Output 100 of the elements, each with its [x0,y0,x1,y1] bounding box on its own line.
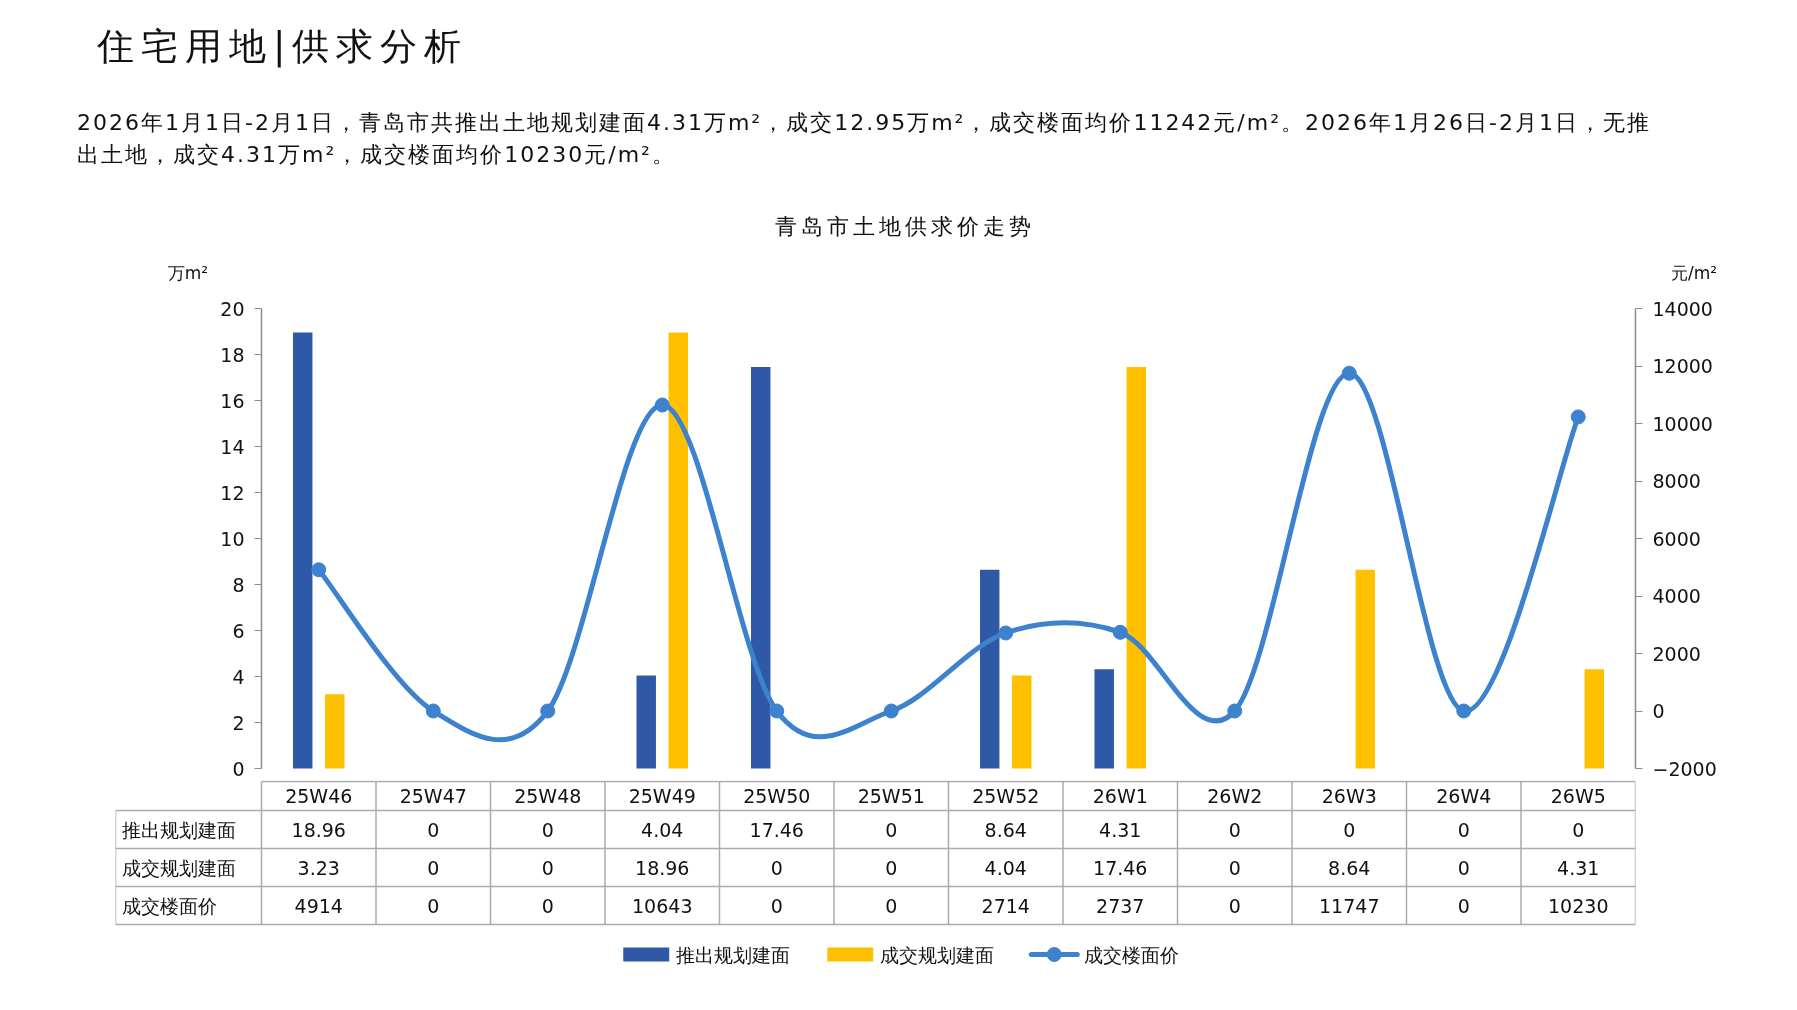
data-label: 4.04 [984,856,1027,879]
data-label: 4914 [294,894,343,917]
data-label: 0 [541,818,554,841]
text: 住宅用地|供求分析 [96,24,469,70]
x-tick-label: 26W1 [1092,785,1148,807]
chart-title: 青岛市土地供求价走势 [775,213,1035,242]
data-label: 10643 [632,894,693,917]
y2-tick-label: 6000 [1652,527,1701,550]
point [425,703,441,719]
x-tick-label: 26W3 [1321,785,1377,807]
data-label: 10230 [1548,894,1609,917]
bar [668,332,689,769]
data-label: 18.96 [291,818,346,841]
text: 2026年1月1日-2月1日，青岛市共推出土地规划建面4.31万m²，成交12.95万m²，成交楼面均价11242元/m²。2026年1月26日-2月1日，无推出土地，成交4.31万m²，成交楼面均价10230元/m²。 [76,109,1652,169]
bar [325,694,345,769]
data-label: 0 [885,818,898,841]
data-label: 8.64 [1328,856,1371,879]
point [1227,703,1243,719]
point [1341,365,1357,381]
text: 推出规划建面 [122,818,237,841]
y2-tick-label: 0 [1652,700,1665,722]
data-label: 4.31 [1099,818,1142,841]
x-tick-label: 26W5 [1550,785,1606,807]
y2-axis-title: 元/m² [1670,261,1718,285]
data-label: 0 [1343,818,1356,841]
x-tick-label: 25W48 [514,785,582,807]
point [1456,703,1472,719]
legend-label: 推出规划建面 [676,943,791,966]
bar [1126,366,1147,769]
data-label: 0 [1228,856,1241,879]
bar [979,569,1000,769]
bar [292,332,313,769]
y2-tick-label: 8000 [1652,470,1701,492]
point [311,562,327,578]
bar [636,675,656,769]
x-tick-label: 25W52 [972,785,1040,807]
bar [750,366,771,769]
y-tick-label: 12 [220,481,245,504]
data-label: 0 [1457,894,1470,917]
point [654,397,670,413]
y-tick-label: 4 [232,665,245,688]
x-tick-label: 26W4 [1436,785,1492,807]
y-tick-label: 6 [232,619,245,642]
data-label: 4.04 [641,818,684,841]
data-label: 11747 [1319,894,1380,917]
bar [1012,675,1032,769]
data-label: 0 [541,894,554,917]
data-label: 0 [1457,856,1470,879]
data-label: 0 [427,818,440,841]
point [769,703,785,719]
data-label: 0 [770,894,783,917]
x-tick-label: 25W46 [285,785,353,807]
data-label: 0 [1228,818,1241,841]
data-label: 0 [427,894,440,917]
data-label: 0 [1572,818,1585,841]
point [998,625,1014,641]
point [1112,624,1128,640]
data-label: 2737 [1096,894,1145,917]
y-tick-label: 16 [220,389,245,412]
data-label: 0 [885,894,898,917]
data-label: 0 [1228,894,1241,917]
text: 成交楼面价 [122,894,218,917]
y-tick-label: 10 [220,527,245,550]
y2-tick-label: 4000 [1652,585,1701,607]
x-tick-label: 25W49 [628,785,696,807]
y2-tick-label: 2000 [1652,642,1701,665]
data-label: 17.46 [749,818,804,841]
bar [1094,669,1114,769]
data-label: 0 [770,856,783,879]
data-label: 0 [427,856,440,879]
y-tick-label: 8 [232,573,245,596]
legend-label: 成交规划建面 [880,943,995,966]
data-label: 3.23 [297,856,340,879]
point [883,703,899,719]
bar [1355,569,1376,769]
text: 成交规划建面 [122,856,237,879]
y-tick-label: 20 [220,297,245,320]
bar [1584,669,1605,769]
y2-tick-label: 12000 [1652,355,1713,377]
y2-tick-label: 14000 [1652,297,1713,320]
data-label: 2714 [981,894,1030,917]
x-tick-label: 26W2 [1207,785,1263,807]
x-tick-label: 25W47 [399,785,467,807]
data-label: 0 [885,856,898,879]
data-label: 18.96 [635,856,690,879]
data-label: 0 [541,856,554,879]
x-tick-label: 25W51 [857,785,925,807]
y-tick-label: 0 [232,757,245,780]
y-tick-label: 2 [232,711,245,734]
data-label: 4.31 [1557,856,1600,879]
legend-label: 成交楼面价 [1084,943,1180,966]
y2-tick-label: −2000 [1652,757,1717,780]
y-tick-label: 18 [220,343,245,366]
data-label: 17.46 [1093,856,1148,879]
y-tick-label: 14 [220,435,245,458]
point [540,703,556,719]
point [1570,409,1586,425]
data-label: 8.64 [984,818,1027,841]
data-label: 0 [1457,818,1470,841]
y2-tick-label: 10000 [1652,412,1713,435]
